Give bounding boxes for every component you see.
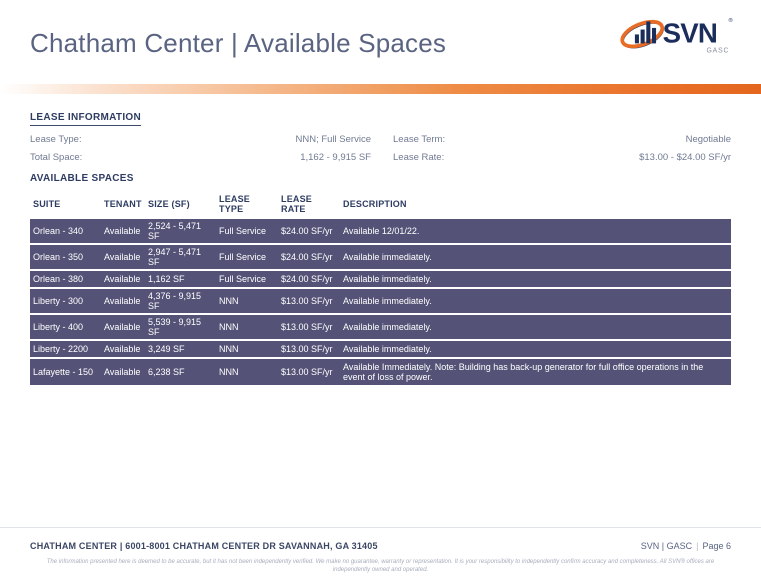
column-header-suite: SUITE — [33, 199, 61, 209]
lease-information-heading: LEASE INFORMATION — [30, 112, 142, 126]
table-row: Liberty - 300 Available 4,376 - 9,915 SF… — [30, 289, 731, 313]
total-space-label: Total Space: — [30, 152, 83, 163]
lease-rate-label: Lease Rate: — [393, 152, 445, 163]
cell-lease-rate: $24.00 SF/yr — [281, 274, 333, 284]
cell-size: 5,539 - 9,915 SF — [148, 317, 202, 337]
lease-type-row: Lease Type: NNN; Full Service — [30, 134, 371, 146]
accent-gradient-bar — [0, 84, 761, 94]
bar-chart-icon — [634, 21, 657, 44]
svn-logo: SVN ® GASC — [617, 8, 735, 56]
cell-suite: Liberty - 300 — [33, 296, 84, 306]
cell-suite: Orlean - 340 — [33, 226, 84, 236]
cell-tenant: Available — [104, 344, 141, 354]
cell-suite: Orlean - 350 — [33, 252, 84, 262]
lease-info-left-column: Lease Type: NNN; Full Service Total Spac… — [30, 134, 371, 164]
cell-lease-type: NNN — [219, 344, 239, 354]
cell-tenant: Available — [104, 252, 141, 262]
registered-mark: ® — [728, 17, 733, 24]
cell-description: Available Immediately. Note: Building ha… — [343, 362, 704, 382]
cell-description: Available immediately. — [343, 322, 432, 332]
cell-tenant: Available — [104, 226, 141, 236]
svn-logo-graphic: SVN ® GASC — [620, 17, 733, 54]
cell-lease-type: NNN — [219, 296, 239, 306]
total-space-row: Total Space: 1,162 - 9,915 SF — [30, 152, 371, 164]
cell-suite: Orlean - 380 — [33, 274, 84, 284]
cell-lease-type: NNN — [219, 367, 239, 377]
cell-suite: Liberty - 2200 — [33, 344, 89, 354]
cell-size: 6,238 SF — [148, 367, 185, 377]
table-row: Liberty - 2200 Available 3,249 SF NNN $1… — [30, 341, 731, 357]
table-row: Liberty - 400 Available 5,539 - 9,915 SF… — [30, 315, 731, 339]
lease-type-value: NNN; Full Service — [295, 134, 372, 145]
footer-brand: SVN | GASC — [640, 541, 693, 551]
cell-description: Available immediately. — [343, 252, 432, 262]
lease-information-section: LEASE INFORMATION Lease Type: NNN; Full … — [30, 107, 731, 164]
footer-address: CHATHAM CENTER | 6001-8001 CHATHAM CENTE… — [30, 541, 378, 551]
cell-description: Available immediately. — [343, 274, 432, 284]
available-spaces-table: SUITE TENANT SIZE (SF) LEASE TYPE LEASE … — [30, 192, 731, 385]
lease-term-label: Lease Term: — [393, 134, 446, 145]
cell-lease-type: Full Service — [219, 226, 267, 236]
lease-term-value: Negotiable — [685, 134, 731, 145]
lease-information-grid: Lease Type: NNN; Full Service Total Spac… — [30, 134, 731, 164]
cell-lease-type: NNN — [219, 322, 239, 332]
cell-tenant: Available — [104, 274, 141, 284]
cell-lease-rate: $13.00 SF/yr — [281, 322, 333, 332]
cell-suite: Lafayette - 150 — [33, 367, 94, 377]
table-row: Lafayette - 150 Available 6,238 SF NNN $… — [30, 359, 731, 385]
cell-lease-type: Full Service — [219, 274, 267, 284]
cell-description: Available immediately. — [343, 296, 432, 306]
column-header-lease-rate: LEASE RATE — [281, 194, 313, 214]
cell-size: 1,162 SF — [148, 274, 185, 284]
column-header-size: SIZE (SF) — [148, 199, 190, 209]
table-header-row: SUITE TENANT SIZE (SF) LEASE TYPE LEASE … — [30, 192, 731, 216]
page-title: Chatham Center | Available Spaces — [30, 28, 447, 58]
column-header-tenant: TENANT — [104, 199, 142, 209]
svn-logo-text: SVN — [663, 18, 717, 49]
footer-disclaimer: The information presented here is deemed… — [46, 559, 715, 573]
cell-lease-rate: $13.00 SF/yr — [281, 296, 333, 306]
cell-size: 2,947 - 5,471 SF — [148, 247, 202, 267]
cell-lease-rate: $13.00 SF/yr — [281, 367, 333, 377]
cell-lease-rate: $24.00 SF/yr — [281, 226, 333, 236]
cell-lease-rate: $24.00 SF/yr — [281, 252, 333, 262]
lease-rate-value: $13.00 - $24.00 SF/yr — [639, 152, 731, 163]
cell-description: Available 12/01/22. — [343, 226, 420, 236]
cell-size: 2,524 - 5,471 SF — [148, 221, 202, 241]
footer-page-number: Page 6 — [702, 541, 731, 551]
available-spaces-heading: AVAILABLE SPACES — [30, 173, 134, 184]
cell-tenant: Available — [104, 367, 141, 377]
available-spaces-section: AVAILABLE SPACES SUITE TENANT SIZE (SF) … — [30, 168, 731, 387]
lease-term-row: Lease Term: Negotiable — [393, 134, 731, 146]
column-header-lease-type: LEASE TYPE — [219, 194, 251, 214]
table-row: Orlean - 380 Available 1,162 SF Full Ser… — [30, 271, 731, 287]
lease-rate-row: Lease Rate: $13.00 - $24.00 SF/yr — [393, 152, 731, 164]
table-row: Orlean - 340 Available 2,524 - 5,471 SF … — [30, 219, 731, 243]
cell-size: 3,249 SF — [148, 344, 185, 354]
footer-separator: | — [696, 541, 699, 551]
cell-size: 4,376 - 9,915 SF — [148, 291, 202, 311]
lease-type-label: Lease Type: — [30, 134, 82, 145]
total-space-value: 1,162 - 9,915 SF — [300, 152, 371, 163]
column-header-description: DESCRIPTION — [343, 199, 407, 209]
cell-tenant: Available — [104, 322, 141, 332]
logo-subtext: GASC — [706, 47, 729, 54]
cell-description: Available immediately. — [343, 344, 432, 354]
cell-tenant: Available — [104, 296, 141, 306]
cell-lease-rate: $13.00 SF/yr — [281, 344, 333, 354]
cell-suite: Liberty - 400 — [33, 322, 84, 332]
footer-divider — [0, 527, 761, 528]
footer: CHATHAM CENTER | 6001-8001 CHATHAM CENTE… — [30, 541, 731, 551]
footer-brand-page: SVN | GASC | Page 6 — [641, 541, 731, 551]
table-row: Orlean - 350 Available 2,947 - 5,471 SF … — [30, 245, 731, 269]
cell-lease-type: Full Service — [219, 252, 267, 262]
swoosh-icon — [620, 19, 665, 49]
lease-info-right-column: Lease Term: Negotiable Lease Rate: $13.0… — [393, 134, 731, 164]
